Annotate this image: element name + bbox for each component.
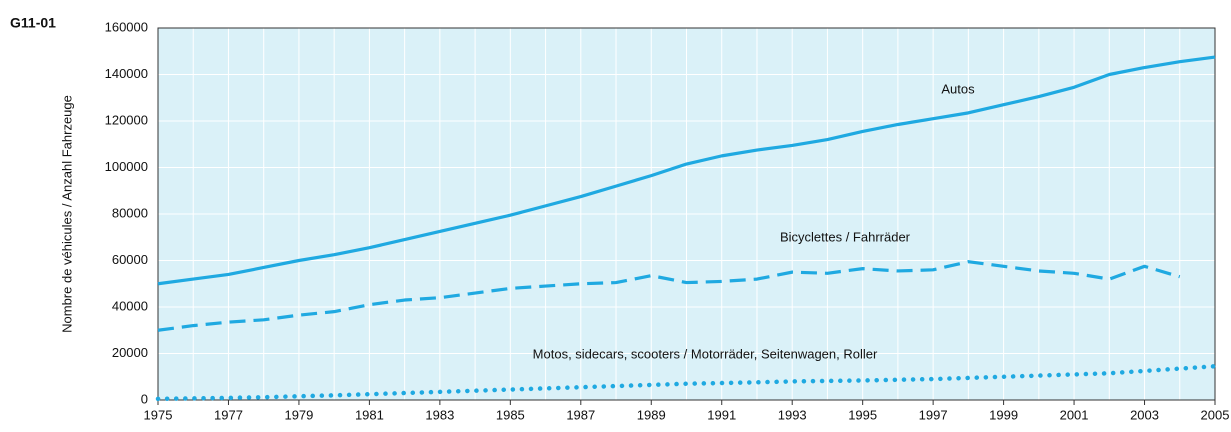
y-tick-label: 60000 [112,252,148,267]
x-tick-label: 1983 [425,407,454,422]
y-tick-label: 100000 [105,159,148,174]
x-tick-label: 1985 [496,407,525,422]
y-tick-label: 80000 [112,205,148,220]
series-label: Motos, sidecars, scooters / Motorräder, … [533,346,878,361]
x-tick-label: 2005 [1201,407,1230,422]
x-tick-label: 1999 [989,407,1018,422]
y-tick-label: 0 [141,391,148,406]
series-label: Autos [941,81,975,96]
y-tick-label: 20000 [112,345,148,360]
x-tick-label: 1991 [707,407,736,422]
x-tick-label: 1989 [637,407,666,422]
x-tick-label: 2001 [1060,407,1089,422]
x-tick-label: 1981 [355,407,384,422]
x-tick-label: 2003 [1130,407,1159,422]
x-tick-label: 1987 [566,407,595,422]
y-tick-label: 140000 [105,66,148,81]
x-tick-label: 1975 [144,407,173,422]
x-tick-label: 1979 [284,407,313,422]
x-tick-label: 1977 [214,407,243,422]
chart-title: G11-01 [10,15,56,31]
line-series [157,260,1181,332]
line-series [155,364,1218,402]
y-axis-label: Nombre de véhicules / Anzahl Fahrzeuge [59,95,74,333]
line-series [157,55,1216,286]
y-tick-label: 120000 [105,112,148,127]
y-tick-label: 160000 [105,19,148,34]
plot-frame [157,27,1216,401]
x-tick-label: 1995 [848,407,877,422]
series-label: Bicyclettes / Fahrräder [780,229,911,244]
y-tick-label: 40000 [112,298,148,313]
x-tick-label: 1997 [919,407,948,422]
x-tick-label: 1993 [778,407,807,422]
